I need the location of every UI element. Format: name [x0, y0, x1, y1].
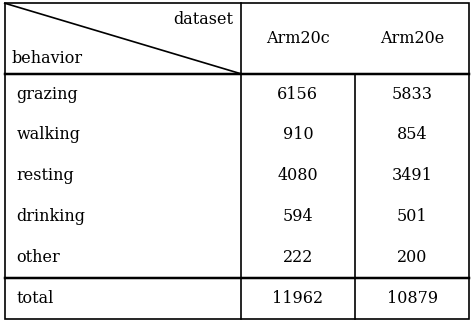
- Text: 5833: 5833: [392, 86, 433, 103]
- Text: 594: 594: [283, 208, 313, 225]
- Text: 11962: 11962: [272, 290, 323, 307]
- Text: 6156: 6156: [277, 86, 319, 103]
- Text: drinking: drinking: [17, 208, 86, 225]
- Text: resting: resting: [17, 167, 74, 184]
- Text: walking: walking: [17, 127, 81, 144]
- Text: 854: 854: [397, 127, 428, 144]
- Text: total: total: [17, 290, 54, 307]
- Text: 222: 222: [283, 249, 313, 266]
- Text: 10879: 10879: [387, 290, 438, 307]
- Text: behavior: behavior: [12, 50, 83, 67]
- Text: 501: 501: [397, 208, 428, 225]
- Text: 910: 910: [283, 127, 313, 144]
- Text: Arm20c: Arm20c: [266, 30, 330, 47]
- Text: grazing: grazing: [17, 86, 78, 103]
- Text: 4080: 4080: [278, 167, 318, 184]
- Text: 3491: 3491: [392, 167, 433, 184]
- Text: other: other: [17, 249, 60, 266]
- Text: 200: 200: [397, 249, 428, 266]
- Text: dataset: dataset: [173, 11, 234, 28]
- Text: Arm20e: Arm20e: [380, 30, 444, 47]
